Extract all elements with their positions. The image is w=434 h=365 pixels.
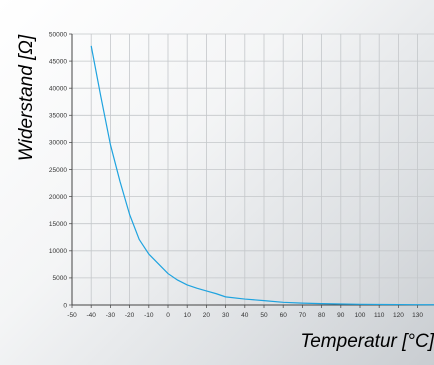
y-tick-label: 10000 [49,248,67,255]
x-tick-label: 70 [299,312,307,319]
x-tick-label: 0 [166,312,170,319]
y-tick-label: 25000 [49,167,67,174]
x-tick-label: 80 [318,312,326,319]
y-tick-label: 15000 [49,221,67,228]
x-tick-label: -40 [86,312,96,319]
series-line [90,45,434,306]
x-tick-label: -50 [67,312,77,319]
x-axis-title: Temperatur [°C] [300,331,434,352]
x-tick-label: 90 [337,312,345,319]
x-tick-label: -20 [125,312,135,319]
x-tick-label: 20 [203,312,211,319]
x-tick-label: 50 [260,312,268,319]
y-tick-label: 35000 [49,113,67,120]
x-tick-label: 100 [355,312,366,319]
x-tick-label: 40 [241,312,249,319]
x-tick-label: 30 [222,312,230,319]
y-tick-label: 0 [63,302,67,309]
y-tick-label: 50000 [49,31,67,38]
y-tick-label: 40000 [49,86,67,93]
x-tick-label: -30 [106,312,116,319]
y-axis-title: Widerstand [Ω] [16,34,37,161]
x-tick-label: 120 [393,312,404,319]
y-tick-label: 30000 [49,140,67,147]
x-tick-label: 10 [184,312,192,319]
x-tick-label: -10 [144,312,154,319]
y-tick-label: 5000 [53,275,68,282]
y-tick-label: 20000 [49,194,67,201]
x-tick-label: 110 [374,312,385,319]
x-tick-label: 130 [412,312,423,319]
x-tick-label: 60 [280,312,288,319]
y-tick-label: 45000 [49,58,67,65]
